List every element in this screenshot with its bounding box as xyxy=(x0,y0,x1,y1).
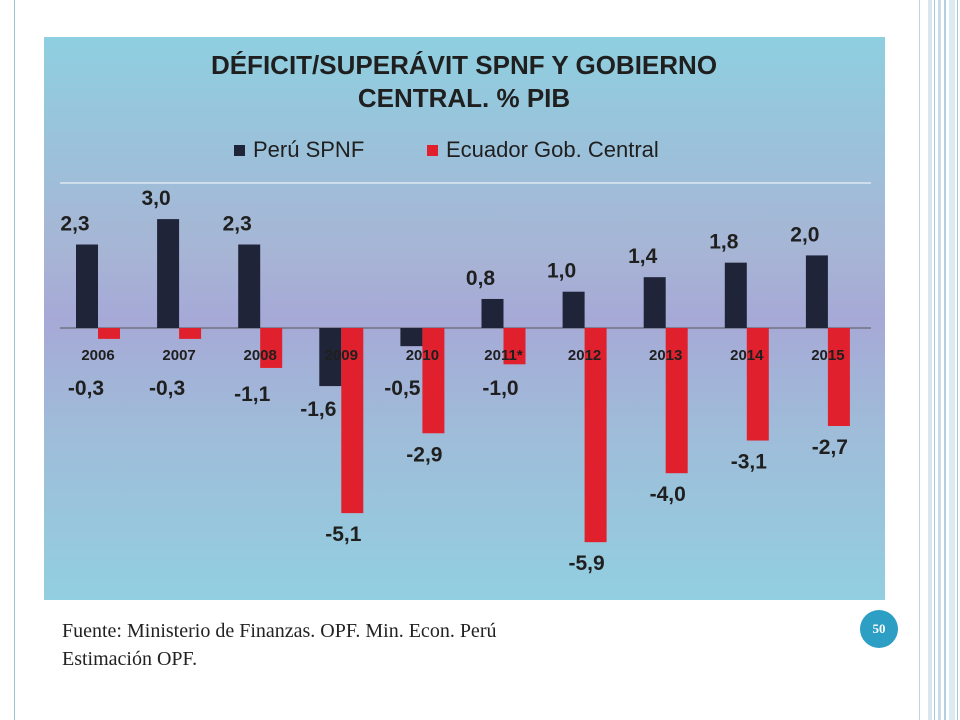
chart-title: DÉFICIT/SUPERÁVIT SPNF Y GOBIERNO CENTRA… xyxy=(44,49,884,115)
decorative-stripe xyxy=(919,0,920,720)
chart-title-line1: DÉFICIT/SUPERÁVIT SPNF Y GOBIERNO xyxy=(210,50,718,80)
bar-peru xyxy=(319,328,342,387)
decorative-stripe xyxy=(949,0,955,720)
category-tick-label: 2007 xyxy=(162,347,195,364)
data-label-peru: 2,0 xyxy=(790,223,819,246)
bar-ecuador xyxy=(746,328,769,441)
source-line-1: Fuente: Ministerio de Finanzas. OPF. Min… xyxy=(62,620,497,642)
decorative-stripe xyxy=(957,0,958,720)
decorative-stripe xyxy=(934,0,935,720)
chart-panel: DÉFICIT/SUPERÁVIT SPNF Y GOBIERNO CENTRA… xyxy=(44,37,885,600)
category-tick-label: 2011* xyxy=(484,347,523,364)
source-line-2: Estimación OPF. xyxy=(62,648,198,670)
decorative-stripe xyxy=(944,0,946,720)
data-label-peru: -0,5 xyxy=(384,377,421,400)
chart-plot: 2,3 -0,3 2006 3,0 -0,3 2007 2,3 -1,1 2008 -1,6 -5,… xyxy=(60,182,871,575)
data-label-ecuador: -0,3 xyxy=(68,377,104,400)
legend-swatch-peru xyxy=(234,144,245,156)
bar-ecuador xyxy=(584,328,607,543)
bar-peru xyxy=(157,219,180,328)
legend-swatch-ecuador xyxy=(427,144,438,156)
data-label-ecuador: -2,9 xyxy=(406,443,442,466)
bar-ecuador xyxy=(422,328,445,434)
bar-ecuador xyxy=(179,328,202,339)
legend-item-ecuador: Ecuador Gob. Central xyxy=(427,137,659,163)
chart-title-line2: CENTRAL. % PIB xyxy=(357,83,571,113)
data-label-ecuador: -5,1 xyxy=(325,523,362,546)
category-tick-label: 2008 xyxy=(244,347,277,364)
data-label-peru: 1,0 xyxy=(547,260,576,283)
page-number: 50 xyxy=(872,621,886,636)
bar-peru xyxy=(562,291,585,328)
legend-label-ecuador: Ecuador Gob. Central xyxy=(446,137,659,162)
decorative-stripe xyxy=(938,0,941,720)
bar-ecuador xyxy=(665,328,688,474)
category-tick-label: 2012 xyxy=(568,347,601,364)
bar-ecuador xyxy=(827,328,850,427)
legend-label-peru: Perú SPNF xyxy=(253,137,365,162)
data-label-ecuador: -0,3 xyxy=(149,377,185,400)
decorative-stripe xyxy=(928,0,932,720)
source-note: Fuente: Ministerio de Finanzas. OPF. Min… xyxy=(62,617,822,673)
data-label-peru: 3,0 xyxy=(141,187,170,210)
bar-peru xyxy=(238,244,261,328)
bar-peru xyxy=(400,328,423,347)
bar-peru xyxy=(724,262,747,328)
category-tick-label: 2009 xyxy=(325,347,358,364)
bar-peru xyxy=(481,298,504,328)
data-label-ecuador: -5,9 xyxy=(569,552,605,575)
data-label-ecuador: -2,7 xyxy=(812,436,848,459)
page-number-badge: 50 xyxy=(860,610,898,648)
data-label-ecuador: -1,1 xyxy=(234,383,271,406)
category-tick-label: 2014 xyxy=(730,347,764,364)
data-label-ecuador: -3,1 xyxy=(731,451,768,474)
data-label-peru: 2,3 xyxy=(223,213,252,236)
bar-peru xyxy=(643,277,666,328)
left-margin-rule xyxy=(14,0,15,720)
data-label-peru: 1,4 xyxy=(628,245,658,268)
bar-peru xyxy=(805,255,828,328)
data-label-peru: -1,6 xyxy=(300,398,336,421)
bar-ecuador xyxy=(98,328,120,339)
category-tick-label: 2010 xyxy=(406,347,439,364)
bar-ecuador xyxy=(503,328,526,365)
bar-ecuador xyxy=(341,328,364,514)
category-tick-label: 2013 xyxy=(649,347,682,364)
data-label-peru: 2,3 xyxy=(60,213,89,236)
bar-ecuador xyxy=(260,328,283,368)
data-label-ecuador: -1,0 xyxy=(482,377,518,400)
data-label-ecuador: -4,0 xyxy=(650,483,686,506)
legend-item-peru: Perú SPNF xyxy=(234,137,364,163)
data-label-peru: 1,8 xyxy=(709,231,739,254)
category-tick-label: 2006 xyxy=(81,347,114,364)
data-label-peru: 0,8 xyxy=(466,267,496,290)
bar-peru xyxy=(76,244,98,328)
category-tick-label: 2015 xyxy=(811,347,844,364)
